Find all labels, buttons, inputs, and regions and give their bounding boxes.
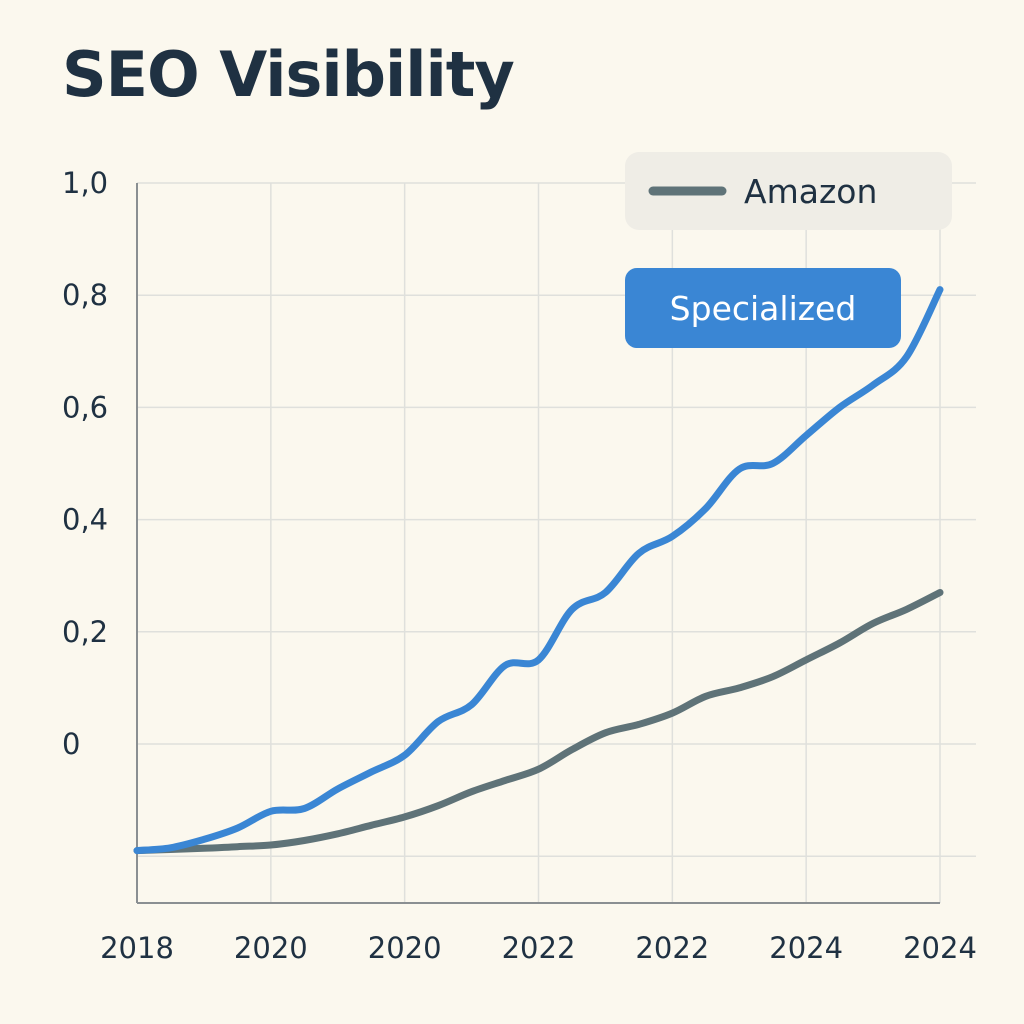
y-tick-label: 0,6 — [62, 390, 108, 424]
series-line-amazon — [133, 589, 944, 855]
y-tick-label: 0 — [62, 727, 80, 761]
legend-label-amazon: Amazon — [744, 172, 877, 211]
y-tick-label: 0,4 — [62, 503, 108, 537]
series-line-specialized — [133, 286, 944, 855]
y-tick-label: 0,2 — [62, 615, 108, 649]
x-tick-label: 2024 — [903, 931, 977, 965]
legend-item-amazon-box — [625, 152, 952, 230]
x-tick-label: 2022 — [635, 931, 709, 965]
legend: Amazon Specialized — [625, 152, 952, 348]
y-tick-label: 0,8 — [62, 278, 108, 312]
legend-item-specialized-box — [625, 268, 901, 348]
x-tick-label: 2018 — [100, 931, 174, 965]
y-tick-label: 1,0 — [62, 166, 108, 200]
axes — [136, 183, 940, 904]
x-axis-ticks: 2018 2020 2020 2022 2022 2024 2024 — [100, 931, 977, 965]
series-lines — [133, 286, 944, 855]
x-tick-label: 2024 — [769, 931, 843, 965]
x-tick-label: 2022 — [502, 931, 576, 965]
legend-label-specialized: Specialized — [670, 289, 857, 328]
chart-title: SEO Visibility — [62, 38, 515, 111]
x-tick-label: 2020 — [234, 931, 308, 965]
x-tick-label: 2020 — [368, 931, 442, 965]
y-axis-ticks: 1,0 0,8 0,6 0,4 0,2 0 — [62, 166, 108, 761]
